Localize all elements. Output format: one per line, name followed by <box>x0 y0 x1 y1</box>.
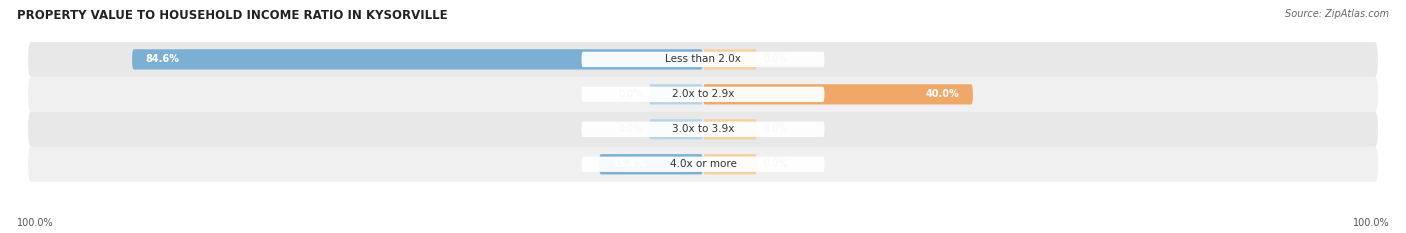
Text: 0.0%: 0.0% <box>763 55 789 64</box>
FancyBboxPatch shape <box>582 122 824 137</box>
FancyBboxPatch shape <box>28 42 1378 77</box>
FancyBboxPatch shape <box>703 84 973 105</box>
Text: 15.4%: 15.4% <box>613 159 647 169</box>
Text: 100.0%: 100.0% <box>1353 218 1389 228</box>
Text: 100.0%: 100.0% <box>17 218 53 228</box>
Text: 3.0x to 3.9x: 3.0x to 3.9x <box>672 124 734 134</box>
Text: 40.0%: 40.0% <box>925 89 959 99</box>
FancyBboxPatch shape <box>703 119 756 139</box>
Text: PROPERTY VALUE TO HOUSEHOLD INCOME RATIO IN KYSORVILLE: PROPERTY VALUE TO HOUSEHOLD INCOME RATIO… <box>17 9 447 22</box>
Text: 0.0%: 0.0% <box>763 124 789 134</box>
FancyBboxPatch shape <box>28 112 1378 147</box>
Text: 4.0x or more: 4.0x or more <box>669 159 737 169</box>
FancyBboxPatch shape <box>650 84 703 105</box>
Text: 0.0%: 0.0% <box>763 159 789 169</box>
Text: 0.0%: 0.0% <box>617 124 643 134</box>
FancyBboxPatch shape <box>28 147 1378 182</box>
Text: Less than 2.0x: Less than 2.0x <box>665 55 741 64</box>
Text: 84.6%: 84.6% <box>146 55 180 64</box>
FancyBboxPatch shape <box>582 52 824 67</box>
Text: 0.0%: 0.0% <box>617 89 643 99</box>
FancyBboxPatch shape <box>703 49 756 69</box>
FancyBboxPatch shape <box>599 154 703 174</box>
FancyBboxPatch shape <box>650 119 703 139</box>
Text: 2.0x to 2.9x: 2.0x to 2.9x <box>672 89 734 99</box>
FancyBboxPatch shape <box>703 154 756 174</box>
Text: Source: ZipAtlas.com: Source: ZipAtlas.com <box>1285 9 1389 19</box>
FancyBboxPatch shape <box>582 87 824 102</box>
FancyBboxPatch shape <box>132 49 703 69</box>
FancyBboxPatch shape <box>28 77 1378 112</box>
FancyBboxPatch shape <box>582 157 824 172</box>
